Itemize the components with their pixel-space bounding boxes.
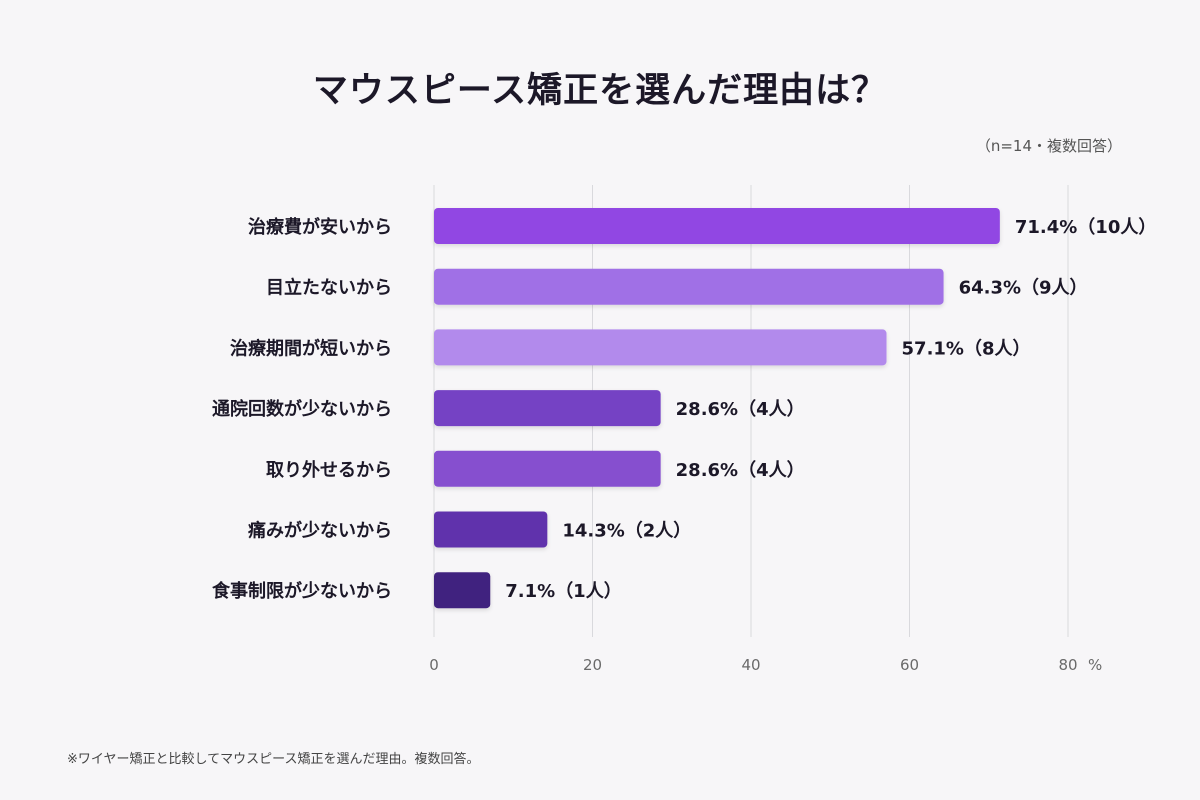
- category-label: 治療期間が短いから: [230, 337, 392, 359]
- value-label: 28.6%（4人）: [676, 399, 805, 420]
- category-label: 目立たないから: [266, 277, 392, 299]
- value-label: 71.4%（10人）: [1015, 217, 1157, 238]
- value-label: 14.3%（2人）: [562, 521, 691, 542]
- x-tick-label: 60: [900, 656, 919, 674]
- bar: [434, 572, 491, 609]
- value-label: 64.3%（9人）: [959, 278, 1088, 299]
- sample-note: （n=14・複数回答）: [975, 137, 1122, 155]
- category-label: 治療費が安いから: [248, 216, 392, 238]
- footnote: ※ワイヤー矯正と比較してマウスピース矯正を選んだ理由。複数回答。: [67, 752, 480, 767]
- category-label: 痛みが少ないから: [248, 520, 392, 542]
- bar: [434, 511, 548, 548]
- bar: [434, 208, 1000, 244]
- value-label: 7.1%（1人）: [505, 581, 621, 602]
- x-tick-label: 0: [429, 656, 439, 674]
- x-tick-label: 40: [741, 656, 760, 674]
- category-label: 通院回数が少ないから: [212, 398, 392, 420]
- bar: [434, 329, 887, 366]
- x-axis-unit: %: [1088, 656, 1102, 674]
- category-label: 食事制限が少ないから: [211, 580, 392, 602]
- x-tick-label: 80: [1058, 656, 1077, 674]
- bar: [434, 390, 661, 427]
- x-tick-label: 20: [583, 656, 602, 674]
- bar: [434, 268, 944, 305]
- value-label: 28.6%（4人）: [676, 460, 805, 481]
- value-label: 57.1%（8人）: [902, 338, 1031, 359]
- chart-title: マウスピース矯正を選んだ理由は？: [312, 71, 888, 111]
- labels: 0 20 40 60 80 % 治療費が安いから 71.4%（10人） 目立たないから 64.3%…: [211, 216, 1156, 674]
- category-label: 取り外せるから: [266, 459, 392, 481]
- bars: [434, 208, 1000, 609]
- bar: [434, 450, 661, 487]
